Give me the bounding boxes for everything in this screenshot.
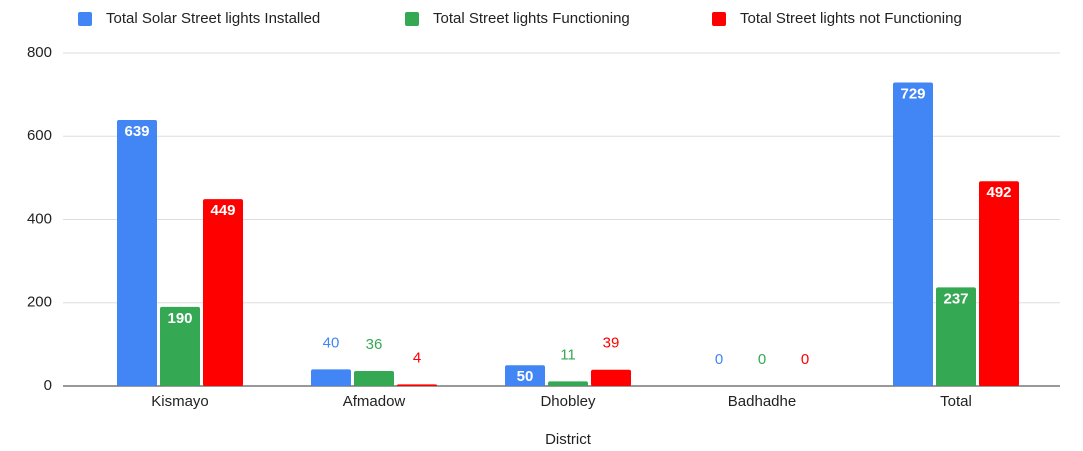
bar: [505, 365, 545, 386]
value-label: 4: [413, 349, 421, 366]
bar: [548, 381, 588, 386]
bar: [311, 369, 351, 386]
x-tick-label: Afmadow: [343, 393, 406, 410]
x-tick-label: Kismayo: [151, 393, 209, 410]
x-tick-label: Dhobley: [540, 393, 596, 410]
bar: [203, 199, 243, 386]
legend-label: Total Street lights Functioning: [433, 10, 630, 27]
bar: [979, 181, 1019, 386]
bar: [591, 369, 631, 386]
value-label: 0: [715, 351, 723, 368]
y-tick-label: 400: [27, 210, 52, 227]
value-label: 639: [124, 123, 149, 140]
legend-label: Total Street lights not Functioning: [740, 10, 962, 27]
value-label: 492: [986, 184, 1011, 201]
value-label: 449: [210, 202, 235, 219]
legend-swatch: [405, 12, 419, 26]
value-label: 237: [943, 290, 968, 307]
x-tick-label: Total: [940, 393, 972, 410]
value-label: 190: [167, 310, 192, 327]
legend-swatch: [78, 12, 92, 26]
y-tick-label: 600: [27, 127, 52, 144]
value-label: 36: [366, 336, 383, 353]
value-label: 11: [560, 346, 576, 363]
x-tick-label: Badhadhe: [728, 393, 796, 410]
value-label: 39: [603, 335, 620, 352]
value-label: 40: [323, 334, 340, 351]
y-tick-label: 200: [27, 294, 52, 311]
bar: [397, 384, 437, 386]
value-label: 0: [801, 351, 809, 368]
y-tick-label: 0: [44, 377, 52, 394]
legend-swatch: [712, 12, 726, 26]
value-label: 0: [758, 351, 766, 368]
bar: [936, 287, 976, 386]
legend-label: Total Solar Street lights Installed: [106, 10, 320, 27]
value-label: 729: [900, 86, 925, 103]
x-axis-title: District: [545, 431, 592, 448]
bar: [893, 82, 933, 387]
bar: [354, 371, 394, 386]
bar: [160, 306, 200, 386]
value-label: 50: [517, 368, 534, 385]
bar: [117, 120, 157, 387]
y-tick-label: 800: [27, 44, 52, 61]
